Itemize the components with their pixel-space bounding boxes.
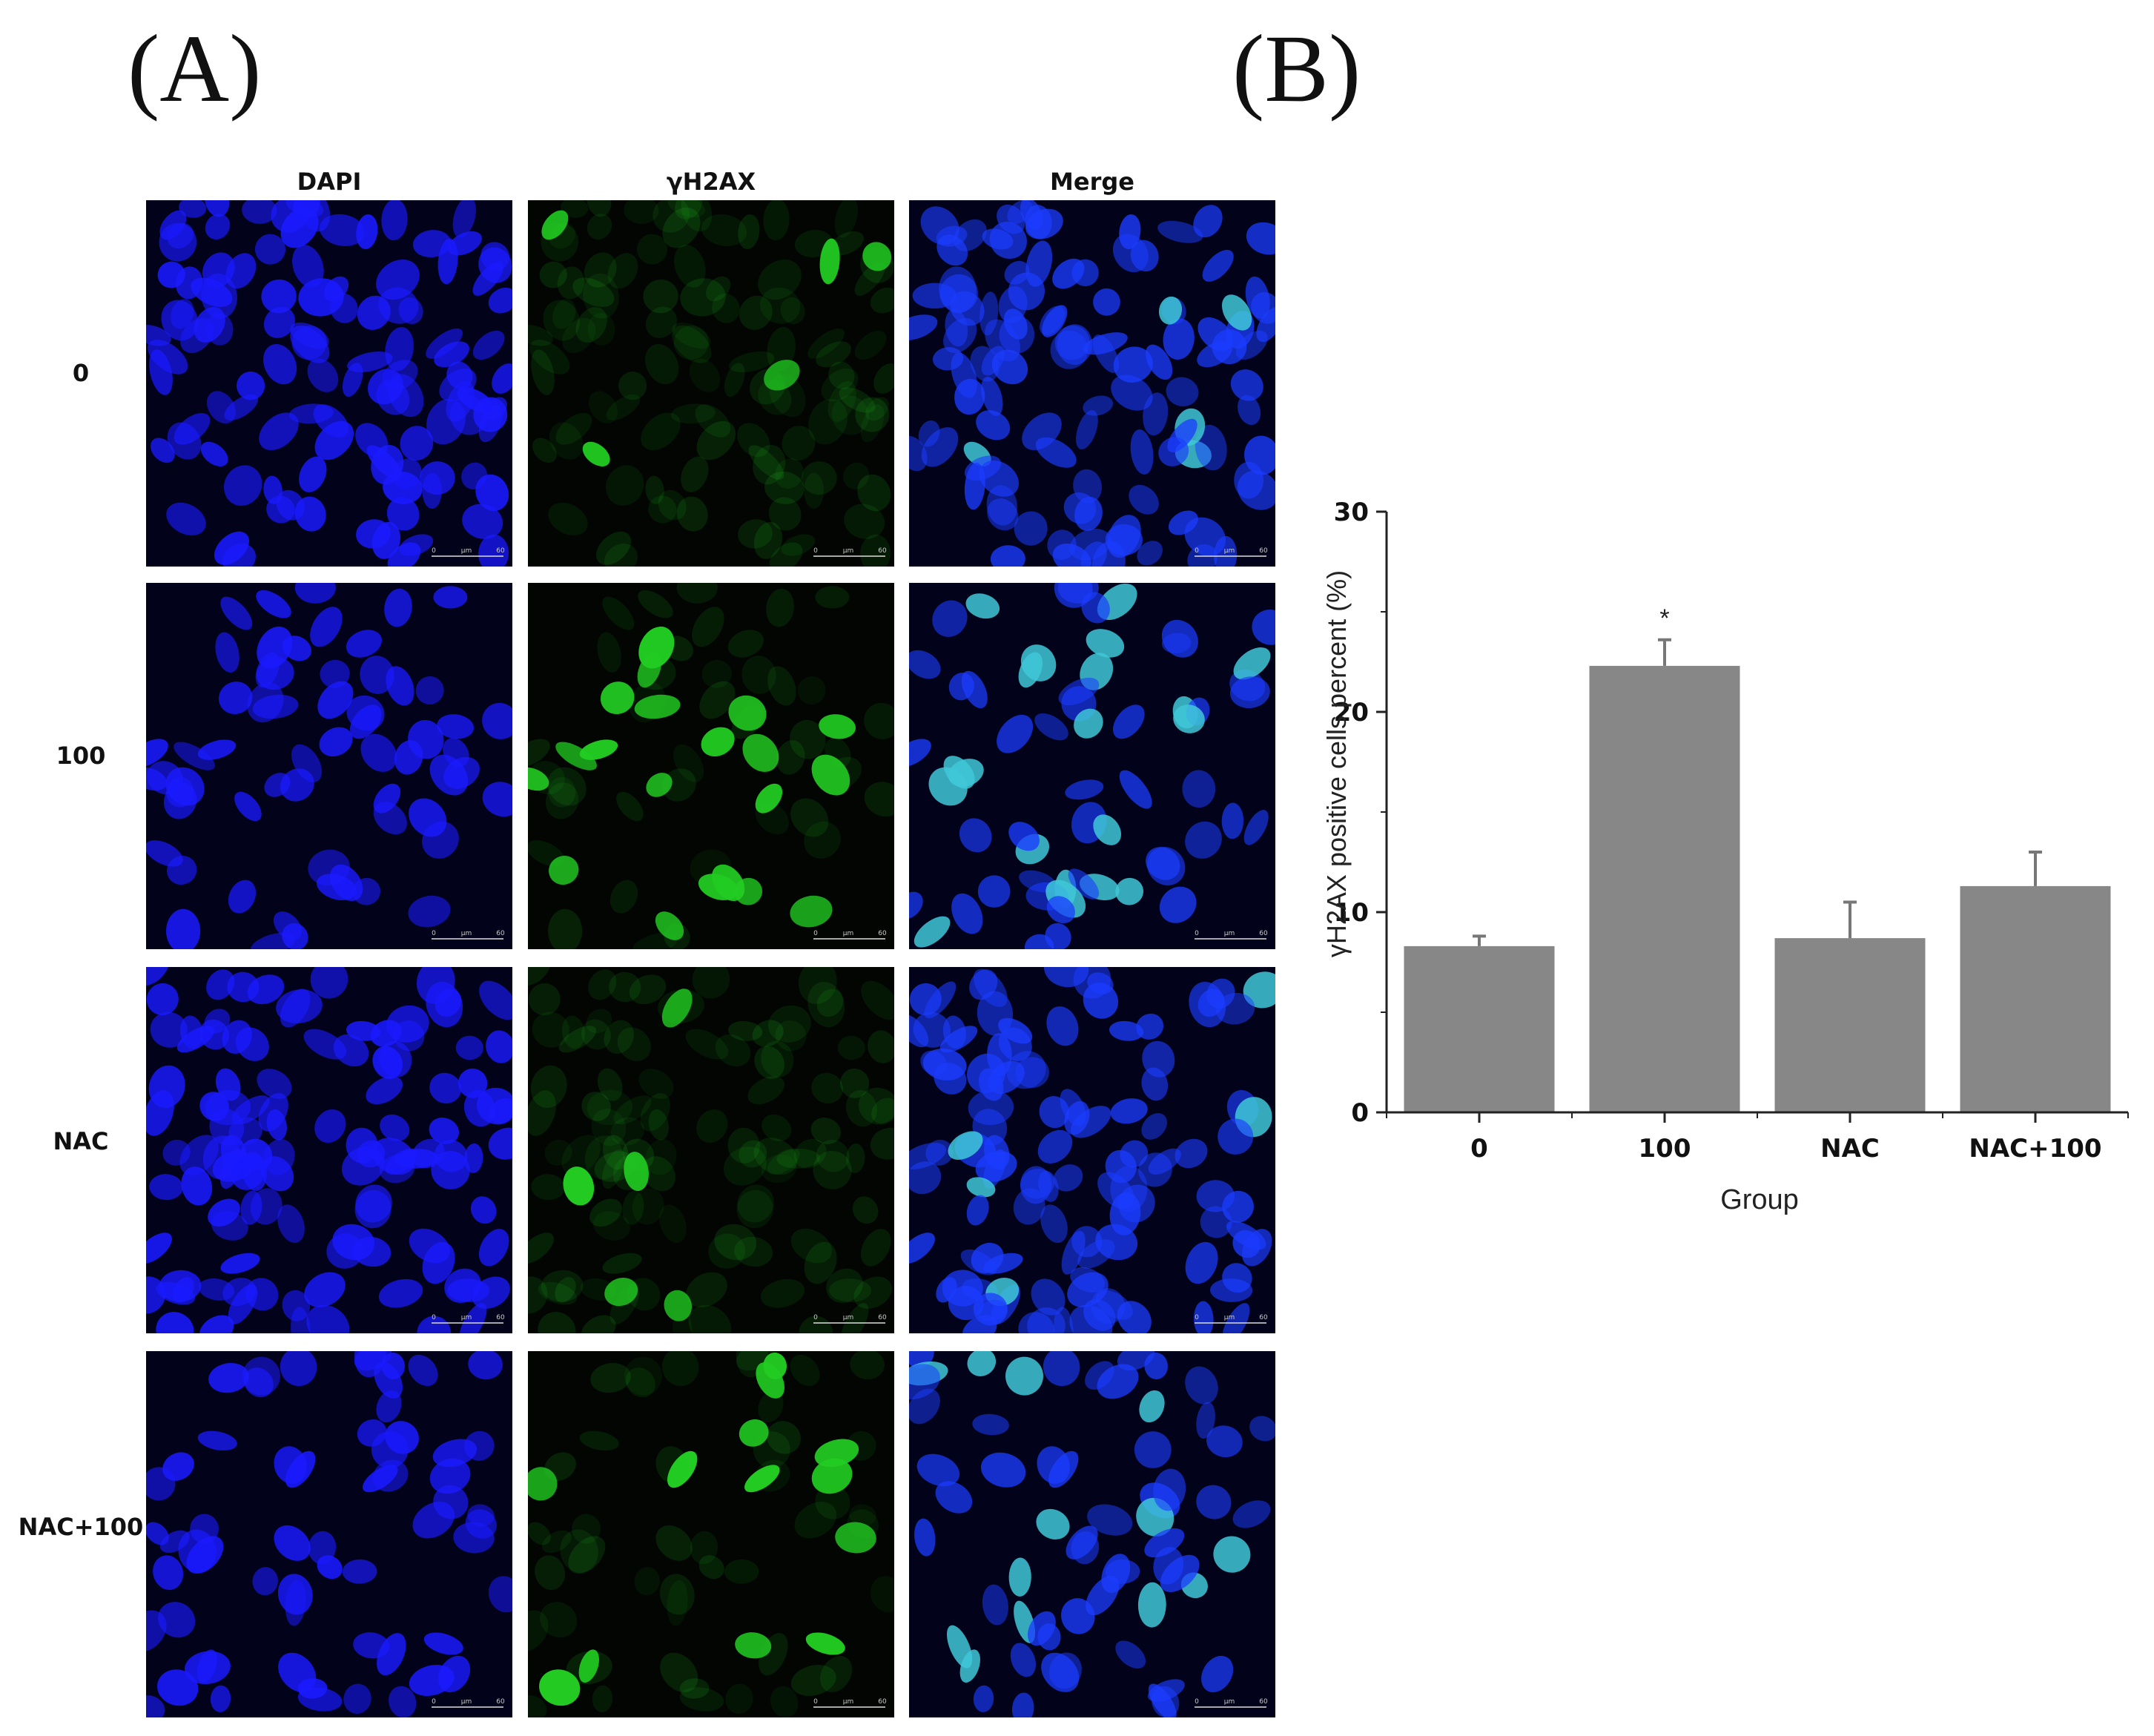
svg-text:60: 60: [878, 1698, 887, 1706]
bar-NAC+100: [1960, 885, 2111, 1112]
svg-text:60: 60: [496, 1314, 505, 1321]
svg-text:60: 60: [1259, 930, 1268, 937]
svg-text:μm: μm: [843, 1314, 854, 1321]
panel-b-label: (B): [1232, 16, 1361, 122]
x-tick-label-100: 100: [1639, 1134, 1691, 1164]
row-label-nac-100: NAC+100: [18, 1513, 144, 1541]
svg-text:μm: μm: [461, 547, 472, 555]
row-label-100: 100: [56, 742, 106, 770]
svg-text:60: 60: [878, 930, 887, 937]
micrograph-0-gh2ax: 0 μm 60: [528, 200, 894, 567]
micrograph-100-dapi: 0 μm 60: [146, 583, 512, 949]
svg-text:0: 0: [432, 1698, 436, 1706]
x-tick-label-NAC+100: NAC+100: [1969, 1134, 2101, 1164]
svg-text:μm: μm: [1224, 930, 1235, 937]
y-axis-label: γH2AX positive cells percent (%): [1321, 570, 1352, 957]
svg-text:0: 0: [432, 930, 436, 937]
micrograph-nac-100-dapi: 0 μm 60: [146, 1351, 512, 1717]
column-header-gh2ax: γH2AX: [666, 168, 756, 196]
y-tick-label-30: 30: [1334, 498, 1369, 527]
svg-text:60: 60: [1259, 1314, 1268, 1321]
micrograph-nac-dapi: 0 μm 60: [146, 967, 512, 1333]
svg-text:0: 0: [813, 1698, 818, 1706]
svg-text:60: 60: [878, 1314, 887, 1321]
y-tick-label-10: 10: [1334, 898, 1369, 928]
svg-text:60: 60: [496, 930, 505, 937]
svg-text:0: 0: [1195, 547, 1199, 555]
micrograph-100-merge: 0 μm 60: [909, 583, 1275, 949]
micrograph-nac-merge: 0 μm 60: [909, 967, 1275, 1333]
significance-mark-100: *: [1659, 604, 1669, 633]
svg-text:μm: μm: [1224, 547, 1235, 555]
micrograph-0-merge: 0 μm 60: [909, 200, 1275, 567]
svg-text:60: 60: [1259, 547, 1268, 555]
svg-text:μm: μm: [461, 1314, 472, 1321]
svg-text:0: 0: [813, 1314, 818, 1321]
micrograph-nac-100-merge: 0 μm 60: [909, 1351, 1275, 1717]
y-tick-label-20: 20: [1334, 698, 1369, 727]
svg-text:0: 0: [1195, 930, 1199, 937]
column-header-merge: Merge: [1050, 168, 1134, 196]
svg-text:μm: μm: [461, 1698, 472, 1706]
row-label-0: 0: [72, 359, 90, 387]
svg-text:0: 0: [813, 930, 818, 937]
svg-text:0: 0: [432, 547, 436, 555]
svg-text:60: 60: [878, 547, 887, 555]
svg-text:μm: μm: [1224, 1698, 1235, 1706]
svg-text:μm: μm: [843, 1698, 854, 1706]
svg-text:μm: μm: [1224, 1314, 1235, 1321]
x-tick-label-0: 0: [1470, 1134, 1488, 1164]
bar-0: [1404, 945, 1555, 1112]
panel-a-label: (A): [128, 16, 262, 122]
svg-text:60: 60: [496, 1698, 505, 1706]
svg-text:μm: μm: [843, 547, 854, 555]
column-header-dapi: DAPI: [297, 168, 362, 196]
svg-text:0: 0: [432, 1314, 436, 1321]
bar-chart: * 0 100 NAC NAC+100 0 10 20 30 γH2AX positive c…: [1321, 498, 2129, 1215]
svg-text:0: 0: [1195, 1698, 1199, 1706]
micrograph-0-dapi: 0 μm 60: [146, 200, 512, 567]
svg-text:μm: μm: [843, 930, 854, 937]
svg-text:μm: μm: [461, 930, 472, 937]
bar-NAC: [1774, 938, 1926, 1112]
micrograph-nac-gh2ax: 0 μm 60: [528, 967, 894, 1333]
svg-text:0: 0: [813, 547, 818, 555]
x-axis-label: Group: [1720, 1184, 1799, 1215]
svg-text:0: 0: [1195, 1314, 1199, 1321]
svg-text:60: 60: [1259, 1698, 1268, 1706]
x-tick-label-NAC: NAC: [1820, 1134, 1880, 1164]
y-tick-label-0: 0: [1351, 1098, 1369, 1128]
micrograph-100-gh2ax: 0 μm 60: [528, 583, 894, 949]
bar-100: [1589, 665, 1740, 1112]
micrograph-nac-100-gh2ax: 0 μm 60: [528, 1351, 894, 1717]
svg-text:60: 60: [496, 547, 505, 555]
row-label-nac: NAC: [53, 1127, 109, 1155]
